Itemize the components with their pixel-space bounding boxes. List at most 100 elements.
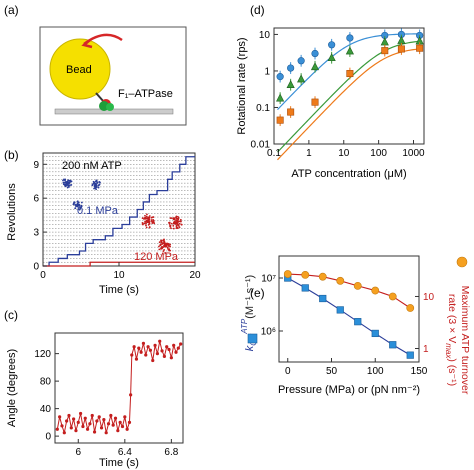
panel-b-traces xyxy=(43,156,195,267)
data-point xyxy=(328,41,336,49)
angle-point xyxy=(176,346,180,350)
panel-e-letter: (e) xyxy=(250,286,265,300)
cluster-dot xyxy=(96,181,99,184)
angle-point xyxy=(146,345,150,349)
cluster-dot xyxy=(95,179,98,182)
panel-b-chart: 200 nM ATP 0.1 MPa 120 MPa 0 10 20 0 3 6 9 Rev… xyxy=(6,152,201,296)
fit-curve xyxy=(277,48,423,161)
cluster-dot xyxy=(152,221,155,224)
angle-point xyxy=(85,427,90,431)
cluster-dot xyxy=(158,245,160,248)
cluster-dot xyxy=(78,208,81,211)
cluster-dot xyxy=(169,249,172,252)
kon-point xyxy=(406,351,414,359)
turnover-end: ) (s⁻¹) xyxy=(446,358,458,386)
cluster-dot xyxy=(144,214,146,217)
angle-point xyxy=(106,422,111,426)
angle-point xyxy=(74,429,78,433)
angle-point xyxy=(95,419,99,423)
cluster-dot xyxy=(169,217,172,220)
cluster-dot xyxy=(179,218,182,221)
cluster-dot xyxy=(63,178,65,181)
y-tick-label: 80 xyxy=(40,377,52,388)
angle-point xyxy=(134,357,139,361)
cluster-dot xyxy=(160,241,163,244)
cluster-dot xyxy=(178,220,180,223)
angle-point xyxy=(130,353,134,357)
cluster-dot xyxy=(167,247,169,250)
y-tick-label: 40 xyxy=(40,404,52,415)
y-tick-label: 1 xyxy=(264,66,270,77)
y-tick-label: 120 xyxy=(34,349,51,360)
angle-point xyxy=(109,413,113,418)
cluster-dot xyxy=(161,243,163,246)
bead-label: Bead xyxy=(66,64,92,76)
turnover-point xyxy=(301,270,310,279)
cluster-dot xyxy=(73,201,76,204)
cluster-dot xyxy=(164,252,167,254)
data-point xyxy=(276,73,284,81)
cluster-dot xyxy=(176,223,178,225)
kon-point xyxy=(336,306,344,314)
angle-point xyxy=(104,431,108,435)
cluster-dot xyxy=(80,204,83,207)
cluster-dot xyxy=(172,227,175,230)
angle-point xyxy=(113,416,118,420)
cluster-dot xyxy=(158,241,161,244)
angle-point xyxy=(92,430,97,434)
cluster-dot xyxy=(164,245,167,248)
turnover-point xyxy=(336,276,345,285)
kon-main: k xyxy=(244,345,256,351)
angle-point xyxy=(132,345,136,349)
panel-b-axes: 0 10 20 0 3 6 9 xyxy=(33,160,201,281)
angle-point xyxy=(58,415,62,419)
cluster-dot xyxy=(145,222,147,225)
turnover-sub: max xyxy=(444,343,453,359)
kon-point xyxy=(354,318,362,326)
angle-point xyxy=(60,424,64,428)
cluster-dot xyxy=(176,220,179,223)
cluster-dot xyxy=(97,186,100,189)
angle-point xyxy=(151,358,155,363)
data-point xyxy=(381,47,389,55)
cluster-dot xyxy=(97,184,100,187)
cluster-dot xyxy=(67,182,70,185)
panel-c-ylabel: Angle (degrees) xyxy=(6,349,18,427)
cluster-dot xyxy=(158,248,161,251)
cluster-dot xyxy=(141,222,144,224)
cluster-dot xyxy=(148,222,151,225)
x-tick-label: 100 xyxy=(367,366,384,377)
panel-e-axes: 0 50 100 150 10⁶ 10⁷ 1 10 xyxy=(261,273,435,377)
y-tick-label: 6 xyxy=(33,194,39,205)
angle-point xyxy=(155,352,159,356)
cluster-dot xyxy=(165,245,168,248)
enzyme-label: F₁–ATPase xyxy=(118,88,173,100)
cluster-dot xyxy=(80,201,83,204)
cluster-dot xyxy=(141,217,144,220)
kon-point xyxy=(301,284,309,292)
cluster-dot xyxy=(75,203,78,206)
cluster-dot xyxy=(143,222,146,225)
turnover-point xyxy=(371,286,380,295)
panel-a-schematic: Bead F₁–ATPase xyxy=(39,26,187,126)
y-tick-label: 0.1 xyxy=(256,103,270,114)
panel-c-letter: (c) xyxy=(4,308,18,322)
turnover-point xyxy=(318,272,327,281)
angle-point xyxy=(174,350,178,354)
data-point xyxy=(311,98,319,106)
data-point xyxy=(327,53,336,62)
panel-c-xlabel: Time (s) xyxy=(99,457,139,469)
x-tick-label: 20 xyxy=(189,270,201,281)
y-tick-label-right: 1 xyxy=(423,344,429,355)
panel-a-letter: (a) xyxy=(4,3,19,17)
angle-point xyxy=(88,422,92,426)
cluster-dot xyxy=(152,219,155,222)
angle-point xyxy=(55,427,59,431)
cluster-dot xyxy=(99,181,101,184)
x-tick-label: 6.8 xyxy=(164,447,178,458)
kon-unit: (M⁻¹ s⁻¹) xyxy=(244,275,256,319)
cluster-dot xyxy=(74,207,77,210)
data-point xyxy=(346,34,354,42)
angle-point xyxy=(162,354,166,358)
